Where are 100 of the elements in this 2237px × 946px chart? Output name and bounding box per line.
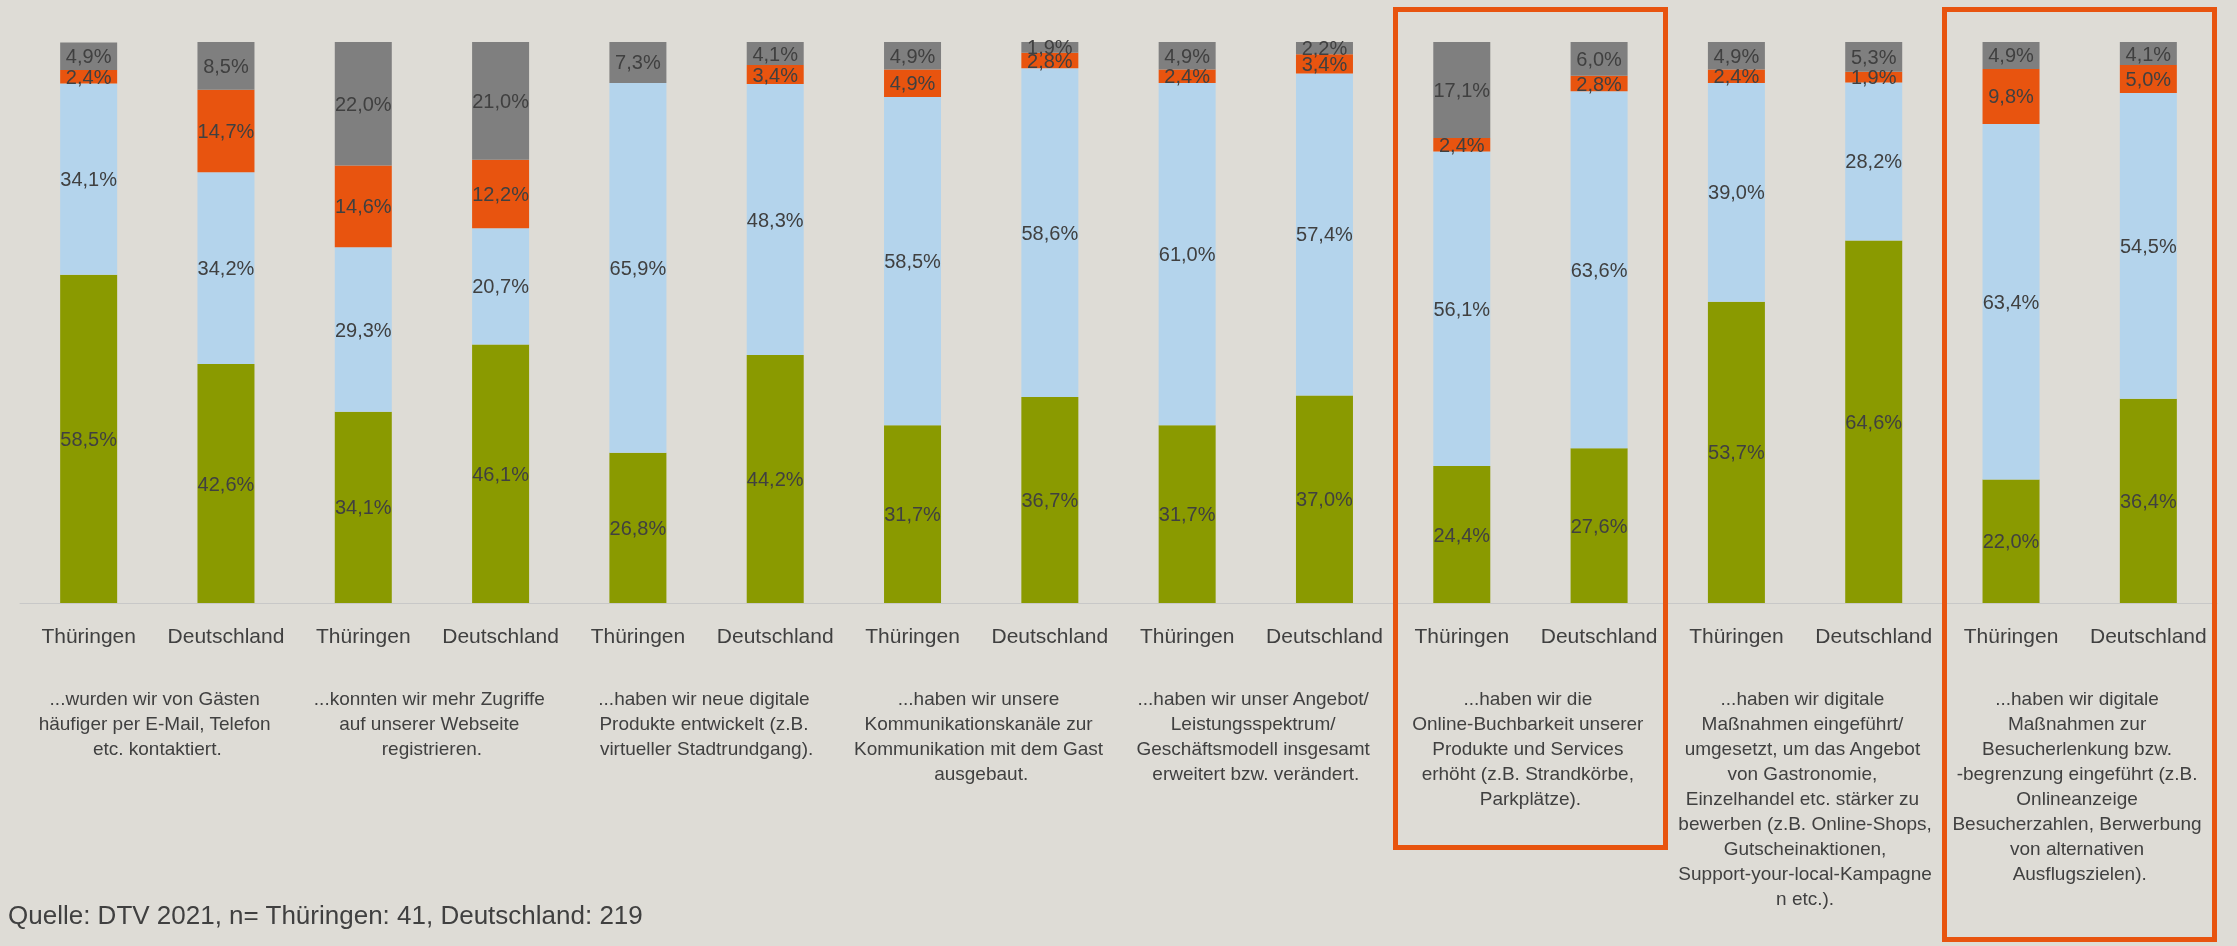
data-label: 4,1% [752, 42, 799, 65]
x-tick-label: Deutschland [442, 624, 559, 647]
x-tick-label: Deutschland [716, 624, 834, 647]
bar [1707, 301, 1765, 603]
bar [1295, 73, 1353, 396]
bar [60, 274, 118, 603]
data-label: 6,0% [1576, 47, 1623, 70]
data-label: 34,1% [334, 496, 392, 519]
bar [1433, 466, 1491, 603]
x-tick-label: Thüringen [590, 624, 686, 647]
bar [1295, 395, 1353, 603]
data-label: 7,3% [615, 51, 661, 74]
text: ...haben wir unsere Kommunikationskanäle zur Kommunikation mit dem Gast ausgebaut. [853, 688, 1109, 784]
x-tick-label: Thüringen [41, 624, 136, 647]
data-label: 54,5% [2119, 234, 2177, 257]
data-label: 57,4% [1296, 223, 1354, 246]
bar [197, 364, 255, 603]
x-tick-label: Thüringen [865, 624, 960, 647]
x-tick-label: Deutschland [1815, 624, 1933, 647]
x-tick-label: Thüringen [1139, 624, 1235, 647]
data-label: 63,6% [1570, 258, 1628, 281]
data-label: 24,4% [1433, 523, 1491, 546]
data-label: 3,4% [752, 63, 799, 86]
bar [884, 425, 942, 603]
source-note: Quelle: DTV 2021, n= Thüringen: 41, Deutschland: 219 [8, 900, 643, 930]
data-label: 48,3% [746, 208, 804, 231]
x-tick-label: Deutschland [1266, 624, 1383, 647]
x-tick-label: Deutschland [2089, 624, 2207, 647]
bar [609, 82, 667, 453]
bar [334, 165, 392, 248]
bar [2119, 398, 2177, 603]
x-tick-label: Thüringen [1689, 624, 1784, 647]
text: ...haben wir die Online-Buchbarkeit unserer Produkte und Services erhöht (z.B. Strandkörbe, Parkplätze). [1412, 688, 1649, 809]
data-label: 4,9% [889, 72, 936, 95]
text: ...haben wir unser Angebot/ Leistungsspektrum/ Geschäftsmodell insgesamt erweitert bzw. verändert. [1136, 688, 1376, 784]
bar [746, 355, 804, 603]
data-label: 4,9% [1988, 44, 2035, 67]
data-label: 5,0% [2125, 68, 2172, 91]
data-label: 58,5% [884, 250, 942, 273]
bar [472, 228, 530, 345]
data-label: 2,4% [1713, 65, 1760, 88]
bar [197, 172, 255, 365]
data-label: 31,7% [1158, 503, 1216, 526]
data-label: 58,6% [1021, 221, 1079, 244]
data-label: 44,2% [746, 468, 804, 491]
data-label: 42,6% [197, 472, 255, 495]
data-label: 14,7% [197, 119, 255, 142]
data-label: 2,4% [65, 65, 112, 88]
data-label: 2,8% [1576, 72, 1623, 95]
data-label: 2,4% [1438, 133, 1485, 156]
bar [2119, 93, 2177, 399]
bar [1433, 42, 1491, 138]
bar [609, 452, 667, 603]
data-label: 20,7% [472, 275, 530, 298]
text: ...haben wir digitale Maßnahmen zur Besucherlenkung bzw. -begrenzung eingeführt (z.B. Onlineanzeige Besucherzahlen, Berwerbung von alternativen Ausflugszielen). [1952, 688, 2207, 884]
data-label: 64,6% [1845, 410, 1903, 433]
data-label: 5,3% [1850, 45, 1897, 68]
data-label: 65,9% [609, 256, 667, 279]
data-label: 4,9% [1164, 44, 1211, 67]
data-label: 4,9% [889, 44, 936, 67]
bar [472, 159, 530, 229]
data-label: 29,3% [334, 318, 392, 341]
data-label: 56,1% [1433, 297, 1491, 320]
data-label: 17,1% [1433, 78, 1491, 101]
data-label: 37,0% [1296, 488, 1354, 511]
bar [1570, 448, 1628, 603]
bar [1158, 425, 1216, 603]
bar [472, 42, 530, 160]
bar [334, 42, 392, 166]
bar [1021, 397, 1079, 603]
bar [334, 247, 392, 412]
bar [472, 344, 530, 603]
data-label: 36,7% [1021, 489, 1079, 512]
data-label: 28,2% [1845, 150, 1903, 173]
text: ...wurden wir von Gästen häufiger per E-Mail, Telefon etc. kontaktiert. [38, 688, 276, 759]
data-label: 4,1% [2125, 42, 2172, 65]
data-label: 4,9% [65, 45, 112, 68]
text: ...haben wir neue digitale Produkte entwickelt (z.B. virtueller Stadtrundgang). [598, 688, 815, 759]
data-label: 27,6% [1570, 514, 1628, 537]
text: ...haben wir digitale Maßnahmen eingeführt/ umgesetzt, um das Angebot von Gastronomie, Einzelhandel etc. stärker zu bewerben (z.B. Online-Shops, Gutscheinaktionen, Support-your-local-Kampagnen etc.). [1678, 688, 1932, 909]
data-label: 58,5% [60, 427, 118, 450]
data-label: 34,2% [197, 257, 255, 280]
x-tick-label: Deutschland [1540, 624, 1658, 647]
data-label: 12,2% [472, 183, 530, 206]
x-tick-label: Deutschland [991, 624, 1109, 647]
x-tick-label: Thüringen [1963, 624, 2059, 647]
data-label: 4,9% [1713, 44, 1760, 67]
x-tick-label: Thüringen [316, 624, 411, 647]
data-label: 22,0% [1982, 530, 2040, 553]
bar [884, 96, 942, 426]
x-tick-label: Thüringen [1414, 624, 1510, 647]
data-label: 21,0% [472, 89, 530, 112]
data-label: 46,1% [472, 462, 530, 485]
data-label: 39,0% [1708, 181, 1765, 204]
text: ...konnten wir mehr Zugriffe auf unserer Webseite registrieren. [313, 688, 551, 759]
data-label: 63,4% [1982, 290, 2040, 313]
bar [197, 89, 255, 173]
bar [1982, 123, 2040, 480]
data-label: 36,4% [2119, 489, 2177, 512]
data-label: 22,0% [334, 92, 392, 115]
